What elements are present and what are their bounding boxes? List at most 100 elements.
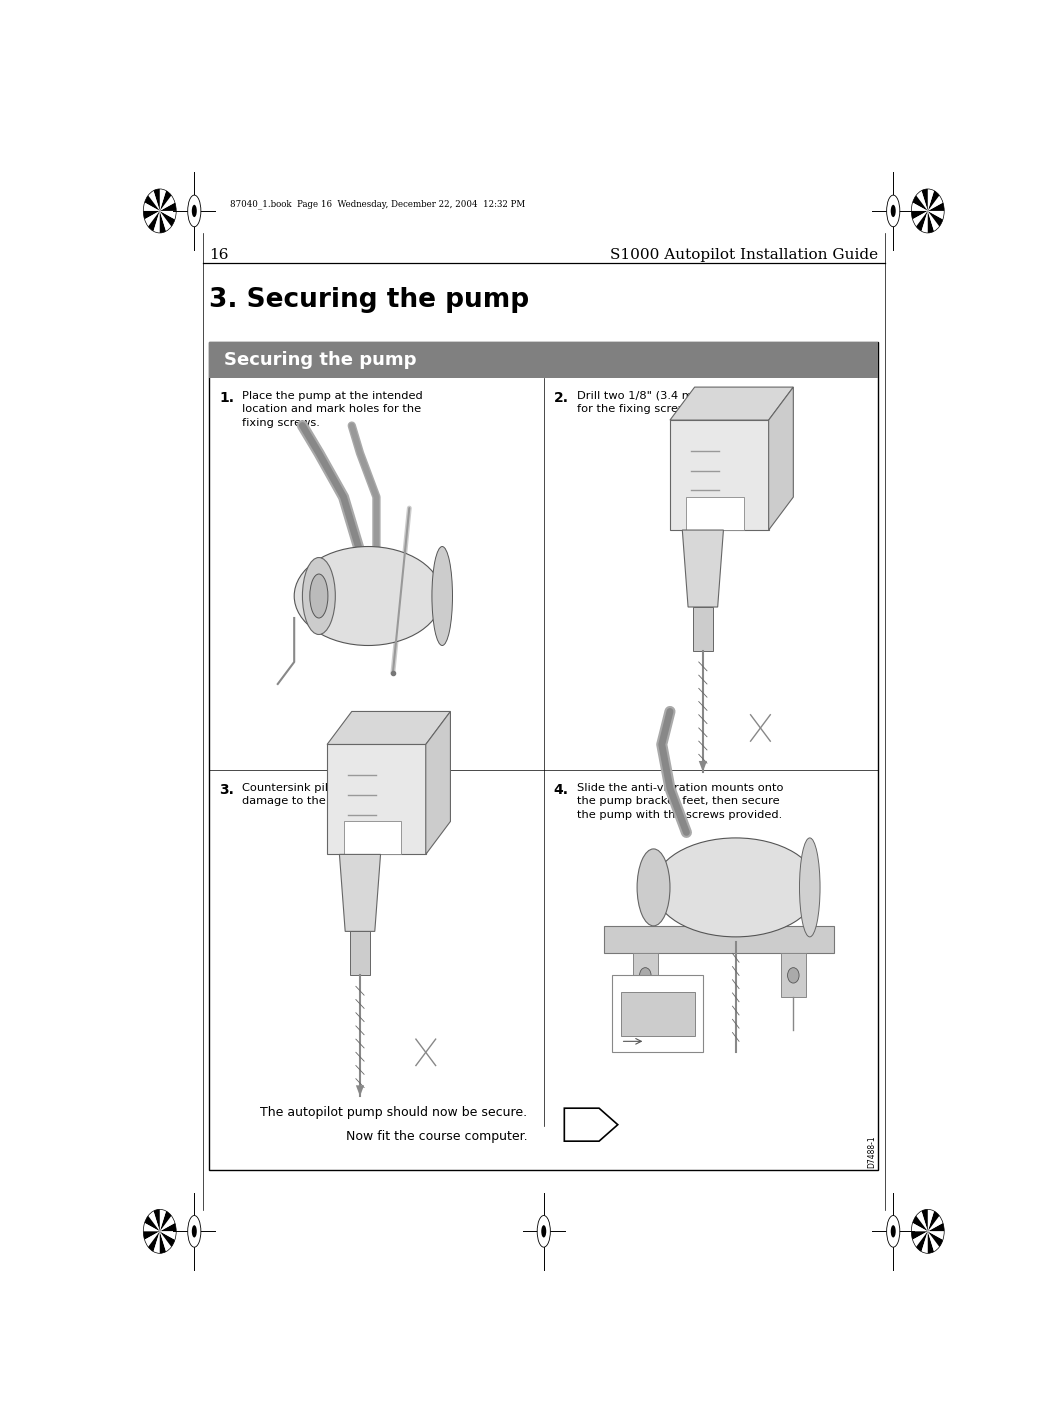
Text: Securing the pump: Securing the pump: [224, 351, 416, 368]
Text: S1000 Autopilot Installation Guide: S1000 Autopilot Installation Guide: [610, 248, 879, 261]
Ellipse shape: [294, 547, 442, 645]
Wedge shape: [921, 1231, 927, 1254]
Wedge shape: [921, 1210, 927, 1231]
Wedge shape: [927, 1211, 939, 1231]
Polygon shape: [355, 1085, 364, 1097]
Bar: [209, 341, 879, 1170]
Bar: [344, 821, 401, 854]
Ellipse shape: [192, 204, 196, 217]
Wedge shape: [160, 1231, 167, 1254]
Ellipse shape: [654, 838, 818, 937]
Ellipse shape: [310, 574, 328, 618]
Wedge shape: [927, 1231, 944, 1240]
Wedge shape: [927, 1210, 934, 1231]
Wedge shape: [143, 203, 160, 211]
Polygon shape: [768, 387, 794, 530]
Polygon shape: [425, 711, 451, 854]
Polygon shape: [564, 1108, 618, 1141]
Text: 1.: 1.: [219, 391, 234, 406]
Bar: [612, 975, 702, 1052]
Ellipse shape: [891, 1225, 895, 1238]
Wedge shape: [160, 1222, 176, 1231]
Wedge shape: [144, 196, 160, 211]
Wedge shape: [912, 1231, 927, 1247]
Wedge shape: [160, 190, 172, 211]
Wedge shape: [916, 190, 927, 211]
Ellipse shape: [541, 1225, 546, 1238]
Text: 87040_1.book  Page 16  Wednesday, December 22, 2004  12:32 PM: 87040_1.book Page 16 Wednesday, December…: [229, 200, 525, 208]
Wedge shape: [911, 1222, 927, 1231]
Ellipse shape: [637, 848, 669, 925]
Wedge shape: [912, 196, 927, 211]
Wedge shape: [154, 1231, 160, 1254]
Text: 2.: 2.: [554, 391, 569, 406]
Text: D7488-1: D7488-1: [867, 1135, 876, 1168]
Text: Place the pump at the intended
location and mark holes for the
fixing screws.: Place the pump at the intended location …: [242, 391, 422, 427]
Bar: [209, 341, 879, 378]
Wedge shape: [144, 1215, 160, 1231]
Bar: [693, 607, 713, 651]
Text: Now fit the course computer.: Now fit the course computer.: [346, 1131, 527, 1144]
Wedge shape: [160, 211, 176, 220]
Polygon shape: [669, 387, 794, 420]
Bar: [781, 954, 805, 997]
Text: The autopilot pump should now be secure.: The autopilot pump should now be secure.: [260, 1107, 527, 1120]
Ellipse shape: [302, 557, 335, 634]
Ellipse shape: [800, 838, 820, 937]
Circle shape: [640, 968, 651, 982]
Wedge shape: [927, 190, 939, 211]
Wedge shape: [149, 1231, 160, 1252]
Wedge shape: [160, 1231, 175, 1247]
Ellipse shape: [188, 196, 201, 227]
Text: 3. Securing the pump: 3. Securing the pump: [209, 287, 529, 313]
Text: Slide the anti-vibration mounts onto
the pump bracket feet, then secure
the pump: Slide the anti-vibration mounts onto the…: [577, 783, 783, 820]
Bar: [350, 931, 370, 975]
Bar: [604, 925, 834, 954]
Wedge shape: [916, 211, 927, 231]
Wedge shape: [916, 1231, 927, 1252]
Wedge shape: [912, 1215, 927, 1231]
Polygon shape: [699, 761, 707, 773]
Bar: [327, 744, 425, 854]
Wedge shape: [927, 211, 939, 231]
Wedge shape: [160, 1231, 176, 1240]
Bar: [621, 992, 695, 1035]
Wedge shape: [143, 1231, 160, 1240]
Wedge shape: [160, 1215, 175, 1231]
Wedge shape: [160, 1210, 167, 1231]
Wedge shape: [927, 211, 944, 220]
Circle shape: [787, 968, 799, 982]
Wedge shape: [912, 211, 927, 227]
Wedge shape: [911, 1231, 927, 1240]
Ellipse shape: [537, 1215, 551, 1247]
Wedge shape: [149, 190, 160, 211]
Ellipse shape: [887, 196, 900, 227]
Bar: [669, 420, 768, 530]
Wedge shape: [154, 1210, 160, 1231]
Ellipse shape: [887, 1215, 900, 1247]
Wedge shape: [160, 211, 172, 231]
Ellipse shape: [891, 204, 895, 217]
Polygon shape: [340, 854, 381, 931]
Ellipse shape: [188, 1215, 201, 1247]
Ellipse shape: [192, 1225, 196, 1238]
Bar: [686, 497, 744, 530]
Ellipse shape: [432, 547, 452, 645]
Wedge shape: [149, 211, 160, 231]
Wedge shape: [154, 188, 160, 211]
Wedge shape: [927, 211, 943, 227]
Wedge shape: [927, 203, 944, 211]
Wedge shape: [154, 211, 160, 233]
Wedge shape: [927, 1231, 939, 1252]
Text: Drill two 1/8" (3.4 mm) pilot holes
for the fixing screws: Drill two 1/8" (3.4 mm) pilot holes for …: [577, 391, 770, 414]
Text: Countersink pilot holes to prevent
damage to the mounting surface.: Countersink pilot holes to prevent damag…: [242, 783, 436, 807]
Wedge shape: [143, 1222, 160, 1231]
Wedge shape: [144, 1231, 160, 1247]
Wedge shape: [149, 1211, 160, 1231]
Wedge shape: [927, 1231, 934, 1254]
Text: 3.: 3.: [219, 783, 233, 797]
Wedge shape: [927, 196, 943, 211]
Wedge shape: [144, 211, 160, 227]
Wedge shape: [160, 203, 176, 211]
Wedge shape: [927, 188, 934, 211]
